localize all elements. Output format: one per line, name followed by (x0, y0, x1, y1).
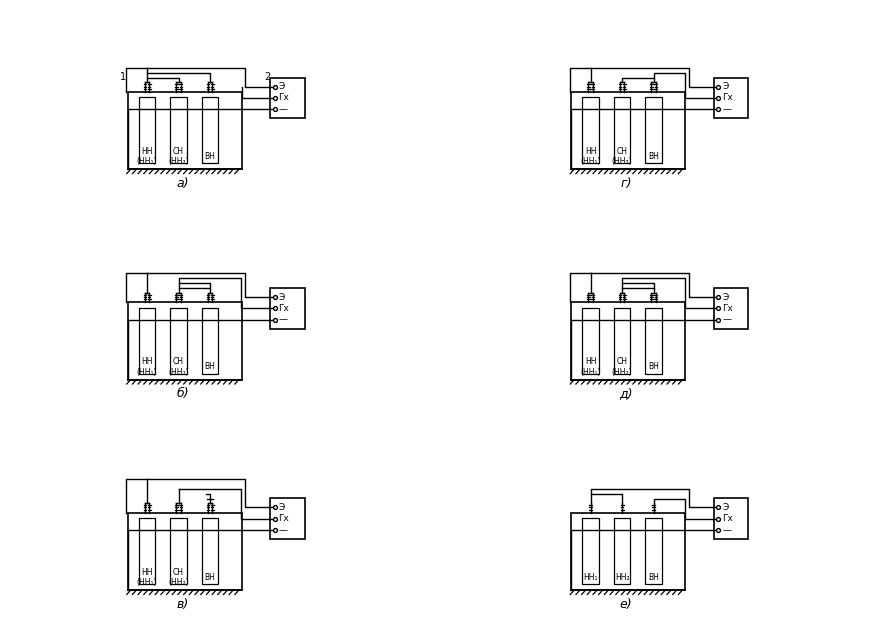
Bar (270, 77, 304, 118)
Text: ВН: ВН (205, 362, 215, 372)
Text: Э: Э (279, 82, 285, 91)
Text: ВН: ВН (205, 152, 215, 161)
Text: д): д) (619, 387, 633, 400)
Text: НН
(НН₁): НН (НН₁) (137, 147, 157, 166)
Bar (714, 288, 748, 329)
Bar (572, 513, 685, 590)
Text: 1: 1 (120, 72, 126, 82)
Bar (582, 518, 599, 584)
Text: ВН: ВН (205, 573, 215, 582)
Text: НН
(НН₁): НН (НН₁) (137, 568, 157, 587)
Text: г): г) (620, 177, 632, 190)
Text: в): в) (176, 598, 189, 611)
Text: ВН: ВН (648, 152, 659, 161)
Text: —: — (722, 315, 731, 325)
Bar (170, 308, 187, 374)
Text: Гх: Гх (722, 515, 733, 523)
Bar (138, 97, 155, 164)
Bar (128, 303, 242, 379)
Bar (614, 518, 631, 584)
Bar (170, 518, 187, 584)
Text: СН
(НН₂): СН (НН₂) (612, 357, 632, 377)
Text: НН
(НН₁): НН (НН₁) (580, 357, 601, 377)
Text: —: — (279, 526, 288, 535)
Bar (646, 518, 662, 584)
Bar (128, 513, 242, 590)
Text: Гх: Гх (722, 94, 733, 103)
Text: Гх: Гх (722, 304, 733, 313)
Text: б): б) (176, 387, 189, 400)
Text: Э: Э (722, 292, 729, 301)
Text: СН
(НН₂): СН (НН₂) (168, 147, 189, 166)
Text: НН
(НН₁): НН (НН₁) (580, 147, 601, 166)
Text: а): а) (176, 177, 189, 190)
Text: —: — (279, 315, 288, 325)
Bar (572, 303, 685, 379)
Text: Гх: Гх (279, 304, 289, 313)
Text: СН
(НН₂): СН (НН₂) (168, 357, 189, 377)
Bar (614, 308, 631, 374)
Bar (138, 308, 155, 374)
Text: СН
(НН₂): СН (НН₂) (168, 568, 189, 587)
Text: —: — (279, 105, 288, 114)
Text: Э: Э (722, 82, 729, 91)
Bar (582, 308, 599, 374)
Text: НН
(НН₁): НН (НН₁) (137, 357, 157, 377)
Bar (270, 288, 304, 329)
Bar (170, 97, 187, 164)
Text: е): е) (620, 598, 632, 611)
Text: Гх: Гх (279, 515, 289, 523)
Bar (202, 308, 219, 374)
Text: СН
(НН₂): СН (НН₂) (612, 147, 632, 166)
Text: Гх: Гх (279, 94, 289, 103)
Bar (572, 92, 685, 169)
Bar (202, 97, 219, 164)
Bar (646, 97, 662, 164)
Text: Э: Э (279, 503, 285, 512)
Text: —: — (722, 526, 731, 535)
Text: Э: Э (722, 503, 729, 512)
Text: ВН: ВН (648, 362, 659, 372)
Text: Э: Э (279, 292, 285, 301)
Bar (138, 518, 155, 584)
Bar (646, 308, 662, 374)
Text: ВН: ВН (648, 573, 659, 582)
Text: 2: 2 (265, 72, 271, 82)
Bar (582, 97, 599, 164)
Bar (128, 92, 242, 169)
Bar (714, 499, 748, 539)
Bar (614, 97, 631, 164)
Text: НН₁: НН₁ (583, 573, 598, 582)
Bar (202, 518, 219, 584)
Bar (714, 77, 748, 118)
Text: —: — (722, 105, 731, 114)
Text: НН₂: НН₂ (615, 573, 630, 582)
Bar (270, 499, 304, 539)
